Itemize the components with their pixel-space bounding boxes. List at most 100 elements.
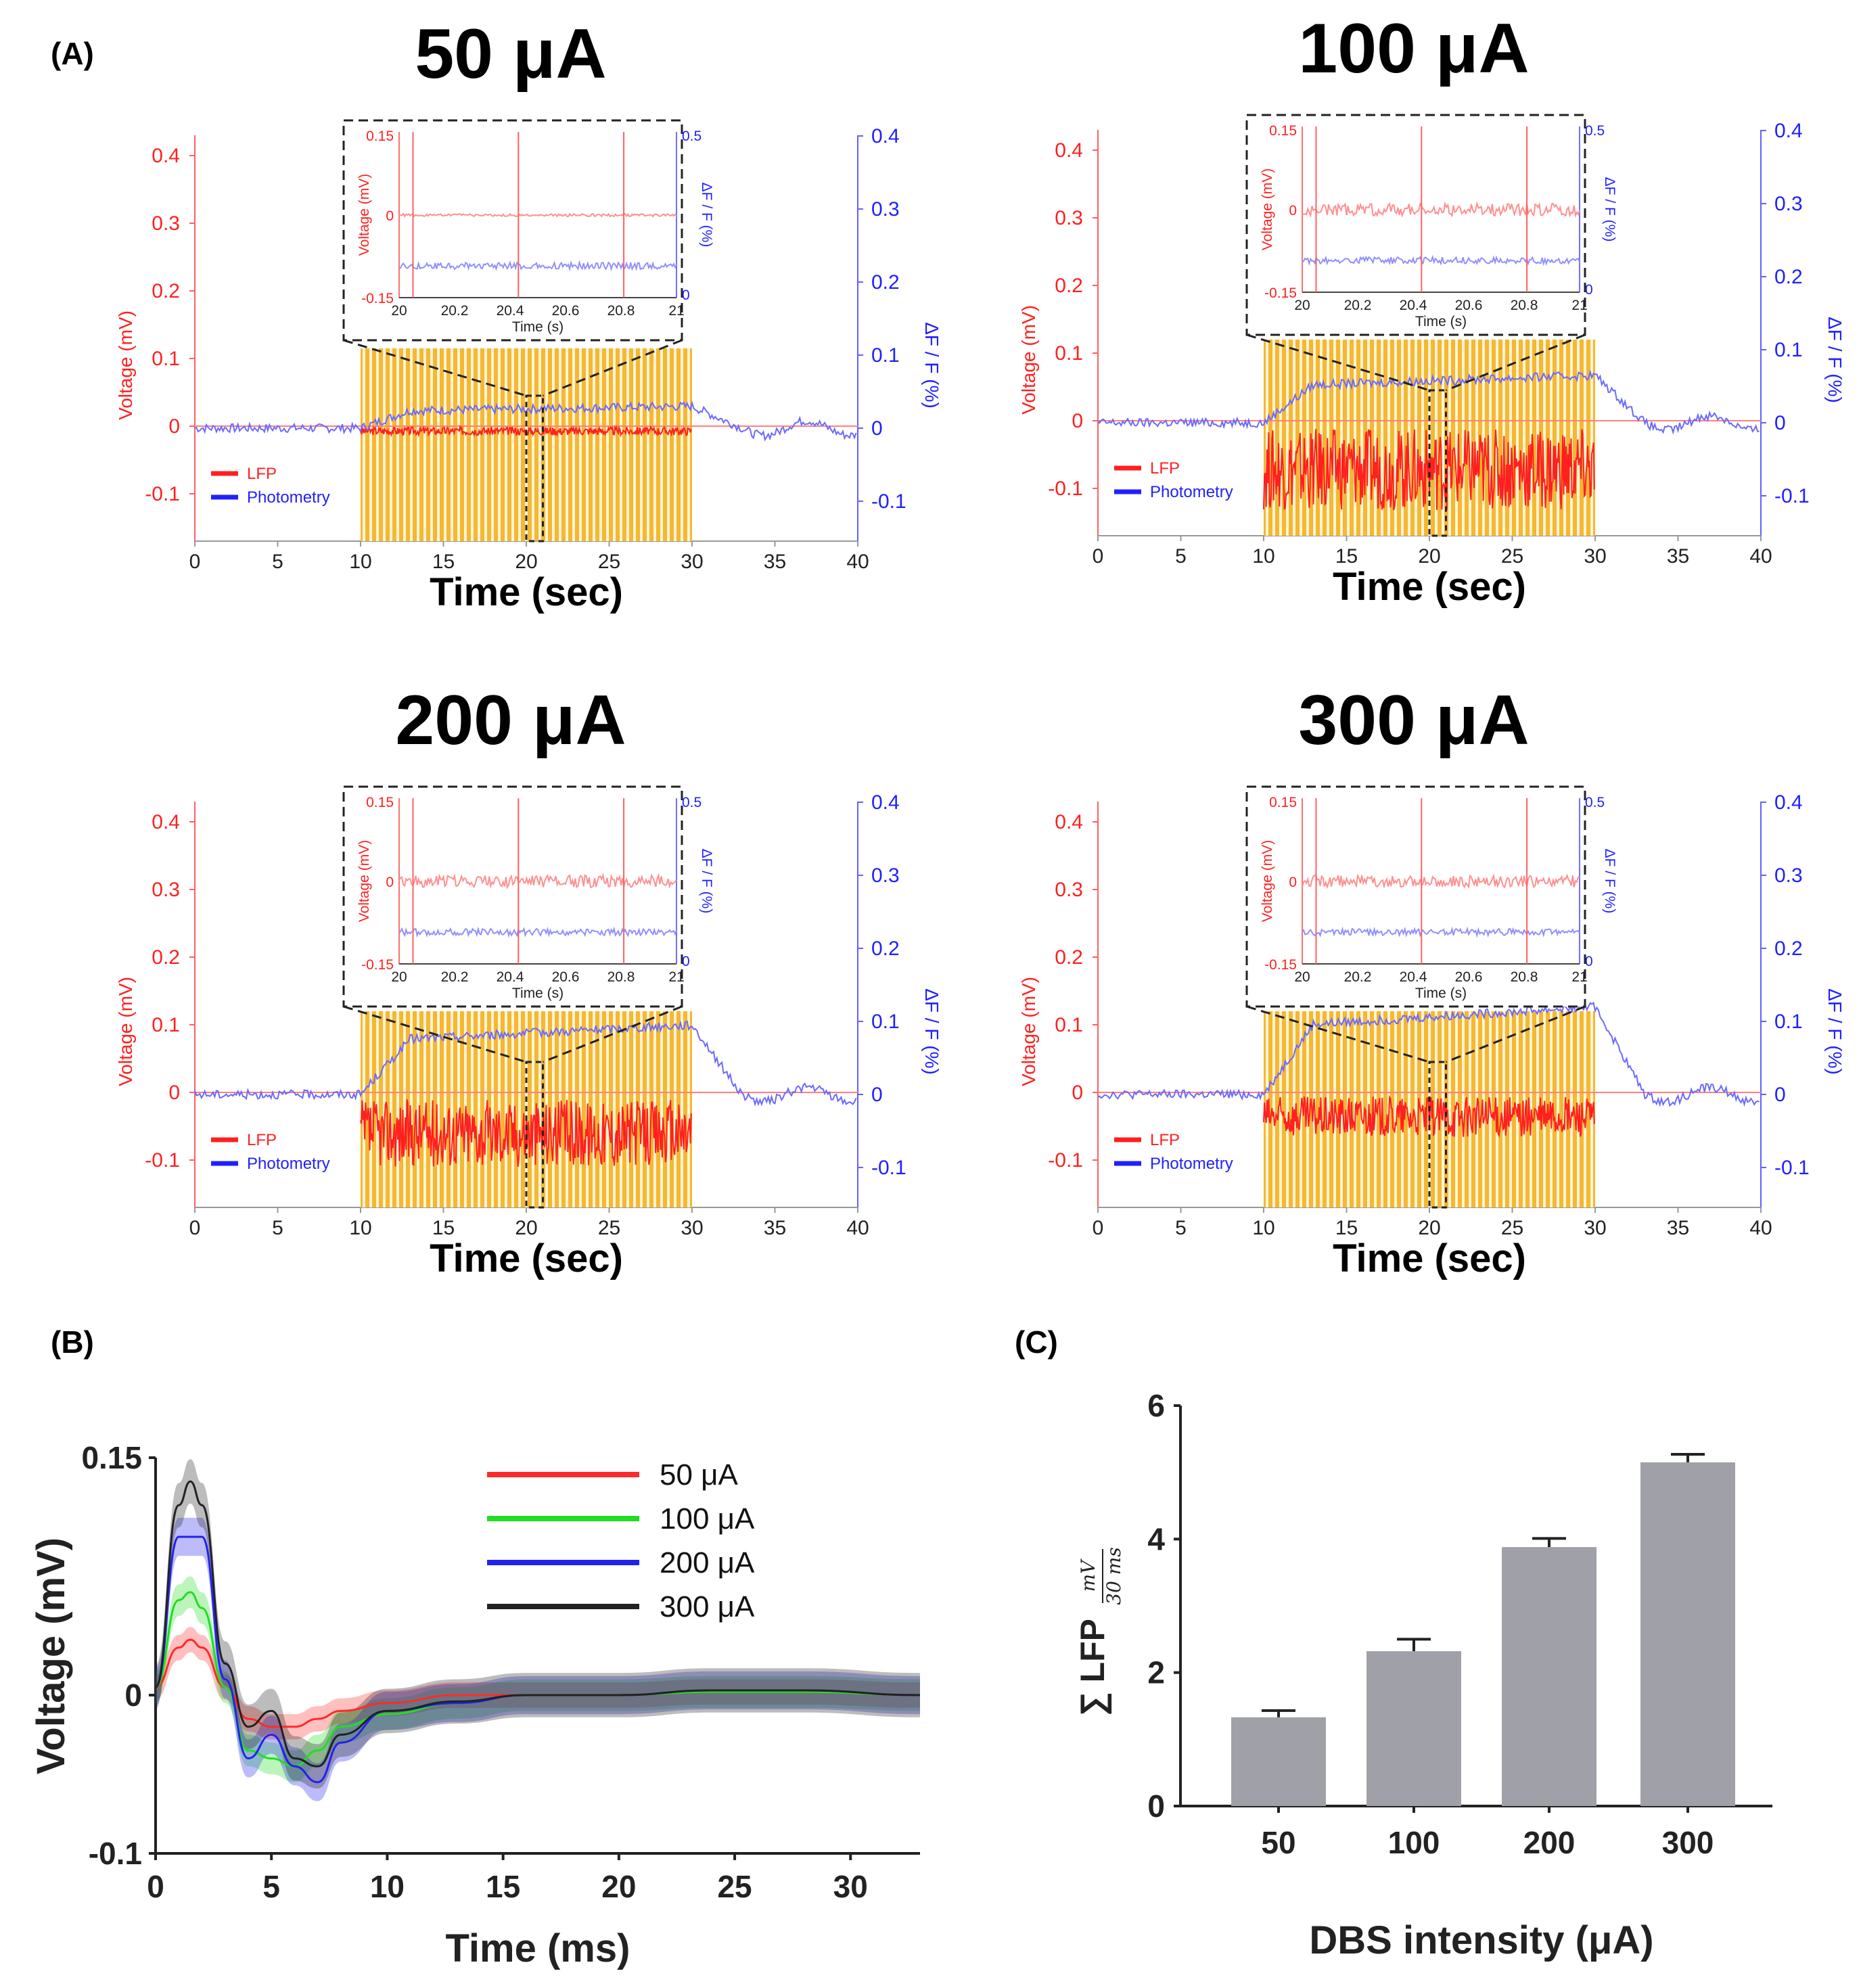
inset-left-label: Voltage (mV) bbox=[357, 840, 372, 922]
inset-x-tick: 21 bbox=[668, 303, 684, 319]
photometry-trace bbox=[1097, 1001, 1760, 1107]
x-tick-label: 35 bbox=[764, 1217, 786, 1239]
panel-b-label: (B) bbox=[51, 1324, 94, 1360]
zoom-connector-left bbox=[1246, 1005, 1430, 1063]
inset-left-tick: 0 bbox=[386, 875, 394, 890]
left-tick-label: 0.3 bbox=[1055, 207, 1083, 229]
x-tick-label: 20 bbox=[1418, 545, 1440, 568]
inset-x-tick: 20.8 bbox=[1511, 969, 1538, 985]
c-y-tick-label: 2 bbox=[1147, 1655, 1165, 1690]
left-tick-label: 0.2 bbox=[152, 280, 180, 302]
left-tick-label: -0.1 bbox=[145, 1149, 180, 1172]
inset-x-tick: 20.4 bbox=[1400, 969, 1427, 985]
panel-c-bar-chart: DBS intensity (μA) ∑ LFP mV 30 ms 6 4 2 0 5… bbox=[1074, 1388, 1772, 1962]
inset-x-tick: 20.8 bbox=[607, 303, 635, 319]
x-tick-label: 0 bbox=[189, 551, 201, 573]
x-tick-label: 5 bbox=[1175, 1217, 1187, 1239]
x-tick-label: 5 bbox=[272, 1217, 283, 1239]
legend-photometry-label: Photometry bbox=[1150, 1155, 1233, 1173]
inset-x-tick: 20.6 bbox=[552, 303, 580, 319]
x-tick-label: 35 bbox=[1667, 545, 1689, 568]
b-legend: 50 μA 100 μA 200 μA 300 μA bbox=[487, 1458, 755, 1623]
inset-left-tick: 0.15 bbox=[366, 129, 394, 144]
b-band-4 bbox=[156, 1459, 920, 1789]
zoom-connector-right bbox=[1445, 1005, 1586, 1063]
inset-left-tick: -0.15 bbox=[361, 957, 394, 973]
x-tick-label: 0 bbox=[1093, 1217, 1104, 1239]
inset-left-tick: 0.15 bbox=[1269, 123, 1297, 139]
inset-box bbox=[1245, 785, 1586, 1008]
inset-left-tick: -0.15 bbox=[1264, 285, 1297, 301]
x-tick-label: 40 bbox=[1749, 545, 1772, 568]
photometry-trace bbox=[1097, 369, 1760, 435]
inset-x-tick: 20.4 bbox=[497, 303, 524, 319]
b-legend-label: 100 μA bbox=[660, 1502, 755, 1535]
panel-c-label: (C) bbox=[1015, 1324, 1058, 1360]
inset-left-tick: 0 bbox=[386, 208, 394, 224]
zoom-connector-left bbox=[1246, 333, 1430, 392]
c-y-label-sum: ∑ LFP bbox=[1074, 1619, 1112, 1716]
zoom-window bbox=[525, 1061, 544, 1209]
b-legend-label: 300 μA bbox=[660, 1590, 755, 1623]
right-tick-label: 0.4 bbox=[871, 791, 900, 814]
panel-b-waveform-chart: Time (ms) Voltage (mV) 0 5 10 15 20 25 30 0.15 0… bbox=[29, 1440, 920, 1970]
c-bar-50 bbox=[1231, 1717, 1326, 1806]
x-tick-label: 20 bbox=[1418, 1217, 1440, 1239]
c-bars: 50 100 200 300 bbox=[1231, 1453, 1735, 1860]
zoom-window bbox=[1428, 1061, 1447, 1209]
x-axis-label: Time (sec) bbox=[1333, 1236, 1526, 1280]
inset-x-label: Time (s) bbox=[1415, 314, 1467, 329]
inset-left-label: Voltage (mV) bbox=[357, 174, 372, 256]
inset-x-tick: 20.6 bbox=[1455, 969, 1483, 985]
inset-x-tick: 20.2 bbox=[441, 969, 469, 985]
c-y-label-unit-num: mV bbox=[1077, 1558, 1099, 1592]
b-series-line-2 bbox=[156, 1591, 920, 1767]
inset-x-tick: 20.2 bbox=[441, 303, 469, 319]
left-tick-label: 0.4 bbox=[152, 811, 180, 833]
right-axis-label: ΔF / F (%) bbox=[1824, 988, 1845, 1075]
c-y-tick-label: 4 bbox=[1147, 1521, 1165, 1556]
x-tick-label: 10 bbox=[1252, 545, 1274, 568]
left-tick-label: 0.1 bbox=[1055, 1014, 1083, 1036]
right-tick-label: 0 bbox=[871, 417, 883, 440]
inset-x-tick: 20.6 bbox=[552, 969, 580, 985]
left-tick-label: 0 bbox=[1072, 410, 1083, 432]
inset-x-label: Time (s) bbox=[1415, 986, 1467, 1001]
c-x-tick-label: 50 bbox=[1261, 1825, 1295, 1860]
inset-photometry-trace bbox=[1302, 254, 1580, 267]
subplot-2: 100 μA 0.4 0.3 0.2 0.1 0 -0.1 0.4 0.3 0.2 0.1 0 -0.1… bbox=[1018, 9, 1845, 609]
x-tick-label: 5 bbox=[272, 551, 283, 573]
legend-photometry-label: Photometry bbox=[1150, 483, 1233, 501]
left-tick-label: 0 bbox=[168, 415, 180, 438]
right-tick-label: 0 bbox=[871, 1084, 883, 1106]
zoom-connector-left bbox=[343, 339, 527, 397]
inset-x-tick: 20.4 bbox=[1400, 298, 1427, 313]
legend-lfp-label: LFP bbox=[1150, 459, 1180, 478]
c-bar-100 bbox=[1366, 1651, 1461, 1806]
b-band-2 bbox=[156, 1576, 920, 1782]
c-y-axis-label: ∑ LFP mV 30 ms bbox=[1074, 1547, 1125, 1716]
left-tick-label: 0.4 bbox=[1055, 811, 1083, 833]
inset-left-tick: 0.15 bbox=[366, 795, 394, 810]
inset-x-tick: 20 bbox=[1294, 969, 1310, 985]
zoom-window bbox=[1428, 389, 1447, 537]
inset-photometry-trace bbox=[398, 260, 677, 272]
x-tick-label: 30 bbox=[1584, 1217, 1606, 1239]
x-axis-label: Time (sec) bbox=[430, 1236, 623, 1280]
subplot-title: 200 μA bbox=[395, 681, 626, 760]
right-tick-label: 0.1 bbox=[1774, 339, 1803, 361]
legend-lfp-label: LFP bbox=[1150, 1131, 1180, 1149]
inset-x-label: Time (s) bbox=[512, 986, 564, 1001]
legend-photometry-label: Photometry bbox=[247, 1155, 330, 1173]
panel-a: 50 μA 0.4 0.3 0.2 0.1 0 -0.1 0.4 0.3 0.2 0.1 0 -0.1 0… bbox=[115, 9, 1845, 1280]
right-tick-label: 0.3 bbox=[871, 864, 900, 887]
inset-left-tick: -0.15 bbox=[361, 291, 394, 306]
inset-x-label: Time (s) bbox=[512, 319, 564, 335]
inset-left-tick: 0.15 bbox=[1269, 795, 1297, 810]
b-y-tick-label: -0.1 bbox=[89, 1836, 142, 1871]
b-y-tick-label: 0 bbox=[124, 1678, 142, 1713]
inset-lfp-trace bbox=[1302, 201, 1580, 218]
left-tick-label: 0.3 bbox=[1055, 879, 1083, 901]
inset-left-tick: 0 bbox=[1289, 203, 1297, 218]
zoom-window bbox=[525, 394, 544, 542]
